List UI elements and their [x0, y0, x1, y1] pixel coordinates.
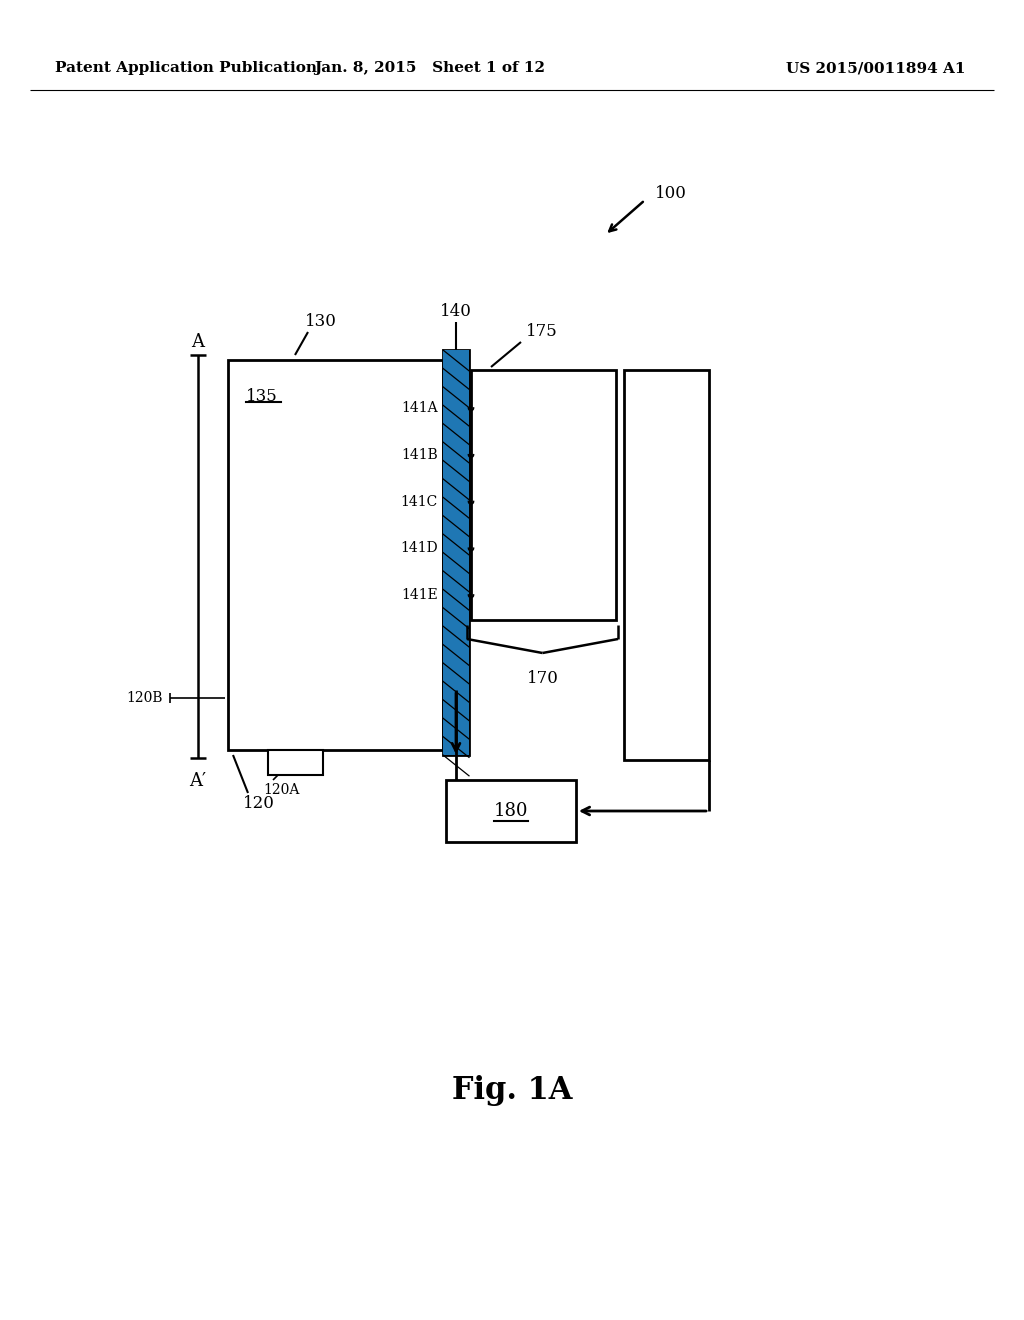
- Text: 170: 170: [526, 671, 558, 686]
- Text: 180: 180: [494, 803, 528, 820]
- Text: 135: 135: [246, 388, 278, 405]
- Text: Jan. 8, 2015   Sheet 1 of 12: Jan. 8, 2015 Sheet 1 of 12: [314, 61, 546, 75]
- Bar: [624, 370, 709, 760]
- Text: A′: A′: [189, 772, 207, 789]
- Bar: [443, 350, 469, 755]
- Text: A: A: [191, 333, 205, 351]
- Text: 140: 140: [440, 304, 472, 321]
- Text: 120B: 120B: [127, 690, 163, 705]
- Bar: [446, 780, 575, 842]
- Text: 141E: 141E: [401, 587, 438, 602]
- Text: Patent Application Publication: Patent Application Publication: [55, 61, 317, 75]
- Text: 175: 175: [526, 323, 558, 341]
- Text: 141C: 141C: [400, 495, 438, 508]
- Bar: [471, 370, 616, 620]
- Text: 141A: 141A: [401, 401, 438, 414]
- Text: 130: 130: [305, 314, 337, 330]
- Text: US 2015/0011894 A1: US 2015/0011894 A1: [785, 61, 965, 75]
- Text: 141B: 141B: [401, 447, 438, 462]
- Bar: [228, 360, 443, 750]
- Text: 100: 100: [655, 185, 687, 202]
- Text: 120: 120: [243, 795, 274, 812]
- Text: 120A: 120A: [263, 783, 299, 797]
- Bar: [443, 350, 469, 755]
- Bar: [268, 750, 323, 775]
- Text: Fig. 1A: Fig. 1A: [452, 1074, 572, 1106]
- Text: 141D: 141D: [400, 541, 438, 556]
